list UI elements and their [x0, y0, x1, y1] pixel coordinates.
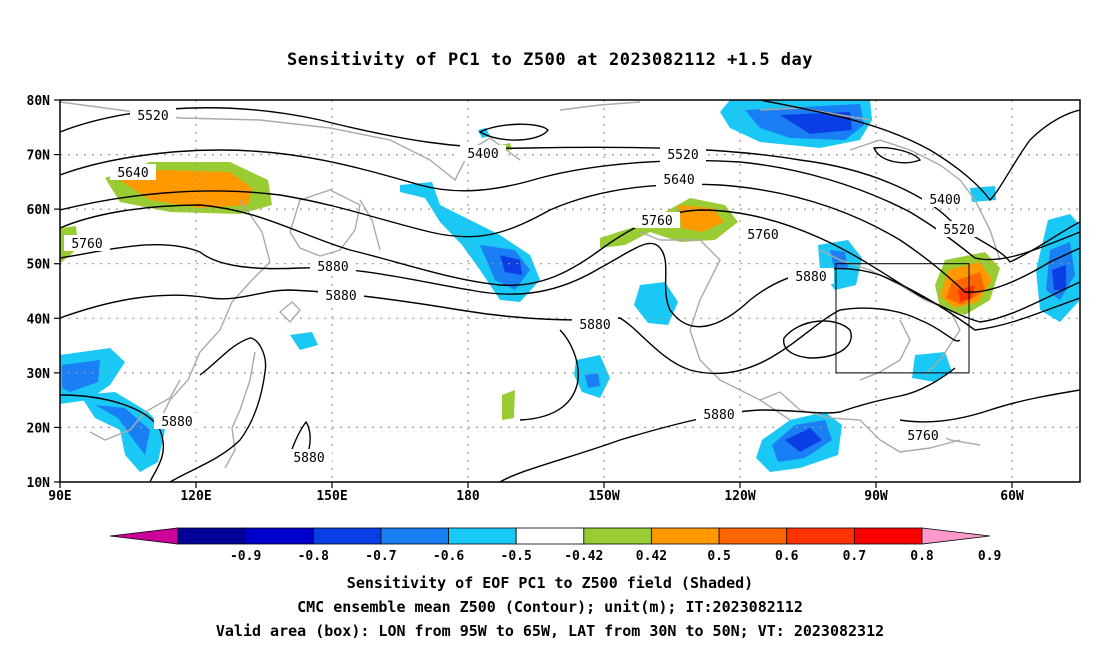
colorbar-swatch	[245, 527, 314, 545]
colorbar-label: 0.7	[843, 549, 866, 564]
colorbar: -0.9 -0.8 -0.7 -0.6 -0.5 -0.42 0.42 0.5 0.6 0.7 0.…	[109, 527, 1001, 564]
colorbar-label: 0.42	[636, 549, 667, 564]
grid-lines	[60, 100, 1080, 482]
plot-frame	[59, 99, 1081, 483]
valid-area-box	[835, 263, 970, 374]
colorbar-label: 0.8	[910, 549, 934, 564]
colorbar-label: 0.9	[978, 549, 1001, 564]
lon-label: 180	[456, 489, 480, 504]
contour-label: 5880	[703, 408, 734, 423]
lat-label: 50N	[27, 258, 51, 273]
colorbar-left-arrow	[109, 527, 179, 545]
lat-label: 60N	[27, 203, 51, 218]
colorbar-swatch	[583, 527, 652, 545]
contour-label: 5760	[907, 429, 938, 444]
colorbar-label: -0.9	[230, 549, 261, 564]
colorbar-swatch	[515, 527, 585, 545]
colorbar-label: -0.6	[433, 549, 464, 564]
contour-label: 5400	[929, 193, 960, 208]
colorbar-label: -0.7	[365, 549, 396, 564]
colorbar-swatch	[380, 527, 449, 545]
contour-label: 5760	[71, 237, 102, 252]
contour-label: 5880	[579, 318, 610, 333]
colorbar-swatch	[786, 527, 855, 545]
colorbar-label: 0.6	[775, 549, 799, 564]
contour-label: 5880	[293, 451, 324, 466]
lon-label: 120W	[724, 489, 755, 504]
contour-label: 5640	[663, 173, 694, 188]
colorbar-swatch	[853, 527, 923, 545]
colorbar-label: -0.5	[501, 549, 532, 564]
contour-label: 5760	[747, 228, 778, 243]
contour-label: 5520	[667, 148, 698, 163]
colorbar-swatch	[718, 527, 788, 545]
lat-label: 10N	[27, 476, 51, 491]
colorbar-label: 0.5	[707, 549, 730, 564]
caption-line-1: Sensitivity of EOF PC1 to Z500 field (Sh…	[346, 574, 754, 592]
page-title: Sensitivity of PC1 to Z500 at 2023082112…	[286, 50, 813, 70]
tick-marks	[54, 99, 1013, 488]
contour-label: 5880	[161, 415, 192, 430]
contour-label: 5880	[795, 270, 826, 285]
colorbar-swatch	[312, 527, 382, 545]
colorbar-swatch	[651, 527, 720, 545]
colorbar-right-arrow	[921, 527, 991, 545]
lat-label: 40N	[27, 312, 51, 327]
shaded-sensitivity	[60, 100, 1080, 472]
z500-contours	[60, 100, 1080, 482]
lon-label: 90E	[48, 489, 71, 504]
lat-label: 30N	[27, 367, 51, 382]
contour-label: 5640	[117, 166, 148, 181]
lon-label: 60W	[1000, 489, 1024, 504]
colorbar-label: -0.42	[564, 549, 603, 564]
contour-label: 5400	[467, 147, 498, 162]
contour-label: 5520	[137, 109, 168, 124]
colorbar-swatch	[448, 527, 517, 545]
lon-label: 150E	[316, 489, 347, 504]
lon-label: 150W	[588, 489, 619, 504]
contour-label: 5880	[325, 289, 356, 304]
lat-label: 20N	[27, 421, 51, 436]
colorbar-label: -0.8	[298, 549, 329, 564]
latitude-labels: 80N 70N 60N 50N 40N 30N 20N 10N	[27, 94, 51, 491]
caption-line-2: CMC ensemble mean Z500 (Contour); unit(m…	[297, 598, 803, 616]
caption-line-3: Valid area (box): LON from 95W to 65W, L…	[215, 622, 885, 640]
contour-label: 5520	[943, 223, 974, 238]
lat-label: 70N	[27, 149, 51, 164]
lon-label: 120E	[180, 489, 211, 504]
lon-label: 90W	[864, 489, 888, 504]
longitude-labels: 90E 120E 150E 180 150W 120W 90W 60W	[48, 489, 1024, 504]
contour-label: 5880	[317, 260, 348, 275]
lat-label: 80N	[27, 94, 51, 109]
contour-labels: 5520 5400 5520 5640 5640 5760 5760 5760 …	[64, 107, 982, 466]
colorbar-swatch	[177, 527, 247, 545]
contour-label: 5760	[641, 214, 672, 229]
